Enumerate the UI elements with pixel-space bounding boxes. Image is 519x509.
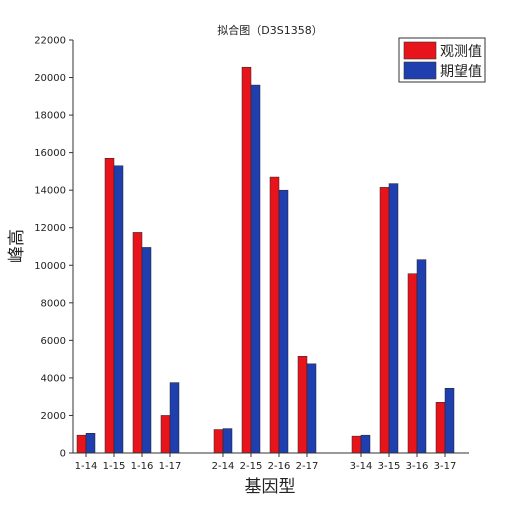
bar-observed-1-16 xyxy=(132,232,143,454)
legend-swatch-observed xyxy=(403,41,437,60)
y-tick-label: 0 xyxy=(60,449,66,460)
x-tick-label: 1-16 xyxy=(131,461,154,472)
bar-expected-3-14 xyxy=(360,434,371,454)
y-tick-label: 18000 xyxy=(34,111,66,122)
x-tick-label: 2-16 xyxy=(268,461,291,472)
bar-observed-3-17 xyxy=(435,402,446,454)
x-tick-label: 3-14 xyxy=(350,461,373,472)
bar-observed-3-14 xyxy=(351,435,362,454)
x-axis-title: 基因型 xyxy=(245,477,296,497)
x-tick-label: 2-14 xyxy=(212,461,235,472)
y-tick-label: 12000 xyxy=(34,223,66,234)
legend-label-observed: 观测值 xyxy=(440,44,482,60)
bar-observed-2-14 xyxy=(213,429,224,454)
x-tick-label: 2-15 xyxy=(240,461,263,472)
bar-expected-2-17 xyxy=(306,363,317,454)
bar-observed-1-15 xyxy=(104,158,115,454)
chart-title: 拟合图（D3S1358） xyxy=(217,23,322,37)
legend-swatch-expected xyxy=(403,61,437,80)
bar-observed-1-14 xyxy=(76,434,87,454)
y-tick-label: 8000 xyxy=(41,298,66,309)
bar-expected-1-15 xyxy=(113,165,124,454)
x-ticks: 1-14 1-15 1-16 1-17 2-14 2-15 2-16 2-17 3-14 3-15… xyxy=(75,453,457,472)
bar-expected-3-16 xyxy=(416,259,427,454)
y-tick-label: 14000 xyxy=(34,186,66,197)
x-tick-label: 1-17 xyxy=(159,461,182,472)
bar-observed-1-17 xyxy=(160,415,171,454)
bar-expected-2-16 xyxy=(278,189,289,454)
bar-expected-1-17 xyxy=(169,382,180,454)
y-tick-label: 4000 xyxy=(41,373,66,384)
bar-expected-3-17 xyxy=(444,387,455,454)
bar-observed-3-15 xyxy=(379,187,390,454)
y-tick-label: 22000 xyxy=(34,36,66,47)
bar-observed-2-17 xyxy=(297,356,308,454)
legend-label-expected: 期望值 xyxy=(440,64,482,80)
bar-expected-1-14 xyxy=(85,433,96,454)
x-tick-label: 3-15 xyxy=(378,461,401,472)
x-tick-label: 1-15 xyxy=(103,461,126,472)
x-tick-label: 1-14 xyxy=(75,461,98,472)
bar-expected-3-15 xyxy=(388,183,399,454)
y-tick-label: 10000 xyxy=(34,261,66,272)
y-tick-label: 20000 xyxy=(34,73,66,84)
y-tick-label: 2000 xyxy=(41,411,66,422)
legend: 观测值 期望值 xyxy=(398,37,486,83)
bar-expected-2-14 xyxy=(222,428,233,454)
x-tick-label: 3-16 xyxy=(406,461,429,472)
y-axis-title: 峰高 xyxy=(7,229,27,263)
y-ticks: 0 2000 4000 6000 8000 10000 12000 14000 16000 180… xyxy=(34,36,73,460)
bar-expected-2-15 xyxy=(250,84,261,454)
x-tick-label: 2-17 xyxy=(296,461,319,472)
y-tick-label: 16000 xyxy=(34,148,66,159)
x-tick-label: 3-17 xyxy=(434,461,457,472)
bar-observed-2-15 xyxy=(241,66,252,454)
bar-observed-3-16 xyxy=(407,273,418,454)
y-tick-label: 6000 xyxy=(41,336,66,347)
bar-expected-1-16 xyxy=(141,247,152,454)
bar-observed-2-16 xyxy=(269,176,280,454)
bars-layer xyxy=(76,66,455,454)
